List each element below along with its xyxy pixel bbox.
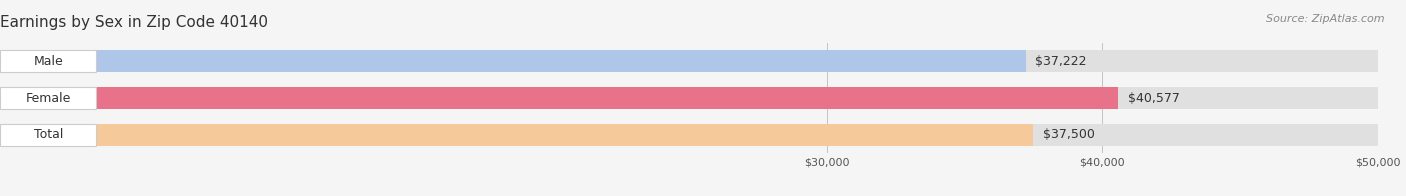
Bar — [0, 124, 97, 146]
Text: $40,577: $40,577 — [1128, 92, 1180, 104]
Bar — [0, 50, 97, 72]
Bar — [0, 87, 1118, 109]
Text: Total: Total — [34, 128, 63, 141]
Bar — [0, 87, 1378, 109]
Text: $37,222: $37,222 — [1035, 55, 1087, 68]
Text: Male: Male — [34, 55, 63, 68]
Text: Female: Female — [25, 92, 70, 104]
Text: Source: ZipAtlas.com: Source: ZipAtlas.com — [1267, 14, 1385, 24]
Text: $37,500: $37,500 — [1043, 128, 1095, 141]
Bar — [0, 50, 1026, 72]
Text: Earnings by Sex in Zip Code 40140: Earnings by Sex in Zip Code 40140 — [0, 15, 269, 30]
Bar — [0, 87, 97, 109]
Bar — [0, 50, 1378, 72]
Bar — [0, 124, 1033, 146]
Bar — [0, 124, 1378, 146]
